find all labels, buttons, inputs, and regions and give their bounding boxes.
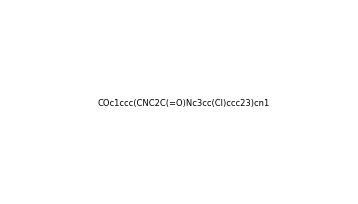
Text: COc1ccc(CNC2C(=O)Nc3cc(Cl)ccc23)cn1: COc1ccc(CNC2C(=O)Nc3cc(Cl)ccc23)cn1 [97,99,270,108]
